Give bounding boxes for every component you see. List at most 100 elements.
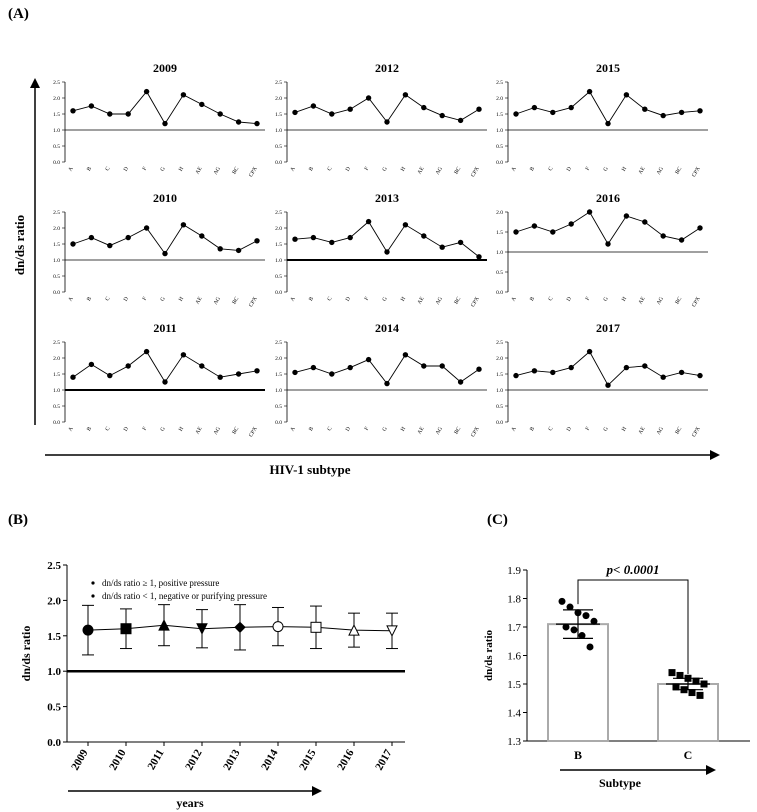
x-tick-label: C — [547, 166, 554, 172]
data-point-B — [531, 223, 538, 229]
y-tick-label: 1.0 — [496, 128, 503, 134]
y-tick-label: 0.0 — [47, 737, 61, 749]
x-tick-label: C — [547, 426, 554, 432]
data-point-C — [550, 229, 556, 235]
x-tick-label: G — [603, 296, 610, 302]
x-tick-label: G — [603, 426, 610, 432]
data-point-BC — [235, 119, 242, 125]
data-point-CPX — [697, 108, 703, 114]
data-point-D — [568, 364, 574, 371]
x-tick-label: AG — [213, 296, 222, 306]
data-point-AE — [421, 363, 427, 369]
point-C — [688, 689, 696, 697]
data-point-B — [310, 234, 317, 241]
data-point-BC — [457, 117, 464, 124]
data-point-AE — [642, 219, 648, 225]
x-tick-label: D — [566, 296, 573, 302]
small-chart-title: 2013 — [375, 191, 399, 205]
x-tick-label: G — [160, 426, 167, 432]
data-point-G — [384, 380, 390, 387]
series-line — [294, 94, 480, 123]
data-point-F — [143, 88, 150, 95]
point-B — [578, 632, 586, 640]
significance-bracket — [577, 579, 689, 674]
x-tick-label: AG — [435, 296, 444, 306]
data-point-AG — [217, 111, 223, 117]
data-point-A — [513, 372, 519, 379]
x-tick-label: F — [585, 426, 592, 432]
x-axis-label: Subtype — [599, 776, 642, 790]
data-point-AE — [199, 363, 205, 369]
data-point-D — [568, 221, 574, 227]
x-tick-label: C — [104, 166, 111, 172]
data-point-H — [180, 92, 187, 98]
x-tick-label: AG — [656, 166, 665, 176]
y-tick-label: 1.5 — [53, 372, 60, 378]
data-point-C — [550, 369, 556, 376]
panel-c-label: (C) — [487, 512, 508, 528]
data-point-CPX — [476, 366, 482, 372]
y-tick-label: 2.5 — [275, 340, 282, 346]
x-tick-label: CPX — [248, 166, 259, 178]
x-tick-label: BC — [453, 426, 462, 436]
data-point-G — [162, 120, 168, 127]
x-tick-label: D — [123, 296, 130, 302]
y-tick-label: 1.5 — [275, 112, 282, 118]
data-point-D — [347, 364, 353, 371]
data-point-BC — [678, 109, 685, 116]
data-point-H — [402, 92, 409, 98]
y-tick-label: 2.0 — [275, 356, 282, 362]
x-tick-label: AE — [417, 295, 426, 305]
small-chart-title: 2014 — [375, 321, 399, 335]
point-B — [586, 643, 594, 651]
y-tick-label: 0.5 — [53, 274, 60, 280]
point-C — [696, 691, 704, 699]
x-tick-label: C — [104, 426, 111, 432]
data-point-AE — [199, 101, 205, 108]
data-point-H — [402, 352, 409, 358]
x-tick-label: B — [529, 166, 536, 172]
data-point-AG — [217, 246, 223, 252]
y-tick-label: 2.0 — [275, 96, 282, 102]
x-tick-label: A — [290, 166, 297, 172]
y-tick-label: 2.5 — [275, 80, 282, 86]
x-tick-label: BC — [674, 426, 683, 436]
data-point-C — [107, 372, 113, 379]
data-point-G — [384, 119, 390, 125]
series-line — [72, 224, 258, 255]
x-tick-label: H — [621, 426, 628, 432]
y-tick-label: 0.5 — [275, 274, 282, 280]
small-chart-title: 2015 — [596, 61, 620, 75]
x-tick-label: AE — [195, 295, 204, 305]
x-tick-label: B — [86, 166, 93, 172]
data-point-G — [162, 379, 168, 385]
y-tick-label: 2.0 — [53, 96, 60, 102]
y-tick-label: 0.0 — [496, 160, 503, 166]
y-tick-label: 1.5 — [496, 112, 503, 118]
point-C — [684, 674, 692, 682]
data-point-H — [623, 213, 630, 219]
data-point-F — [586, 348, 593, 355]
y-tick-label: 2.0 — [53, 356, 60, 362]
data-point-AE — [421, 104, 427, 111]
x-tick-label: H — [621, 296, 628, 302]
data-point-A — [70, 374, 76, 380]
data-point-BC — [457, 239, 464, 246]
data-point-B — [88, 361, 95, 368]
data-point-H — [623, 364, 630, 371]
y-tick-label: 2.5 — [496, 340, 503, 346]
panel-b-chart: 0.0 0.5 1.0 1.5 2.0 2.5 dn/ds ratio 2009 2010 201… — [19, 560, 405, 810]
data-point-F — [365, 356, 372, 363]
data-point-C — [107, 242, 113, 249]
data-point-G — [605, 382, 611, 388]
y-tick-label: 1.7 — [507, 622, 521, 634]
x-tick-label: AE — [638, 295, 647, 305]
x-tick-label: AE — [417, 425, 426, 435]
y-tick-label: 2.5 — [53, 210, 60, 216]
x-tick-label: H — [400, 166, 407, 172]
data-point-F — [143, 348, 150, 355]
x-tick-label: D — [345, 296, 352, 302]
